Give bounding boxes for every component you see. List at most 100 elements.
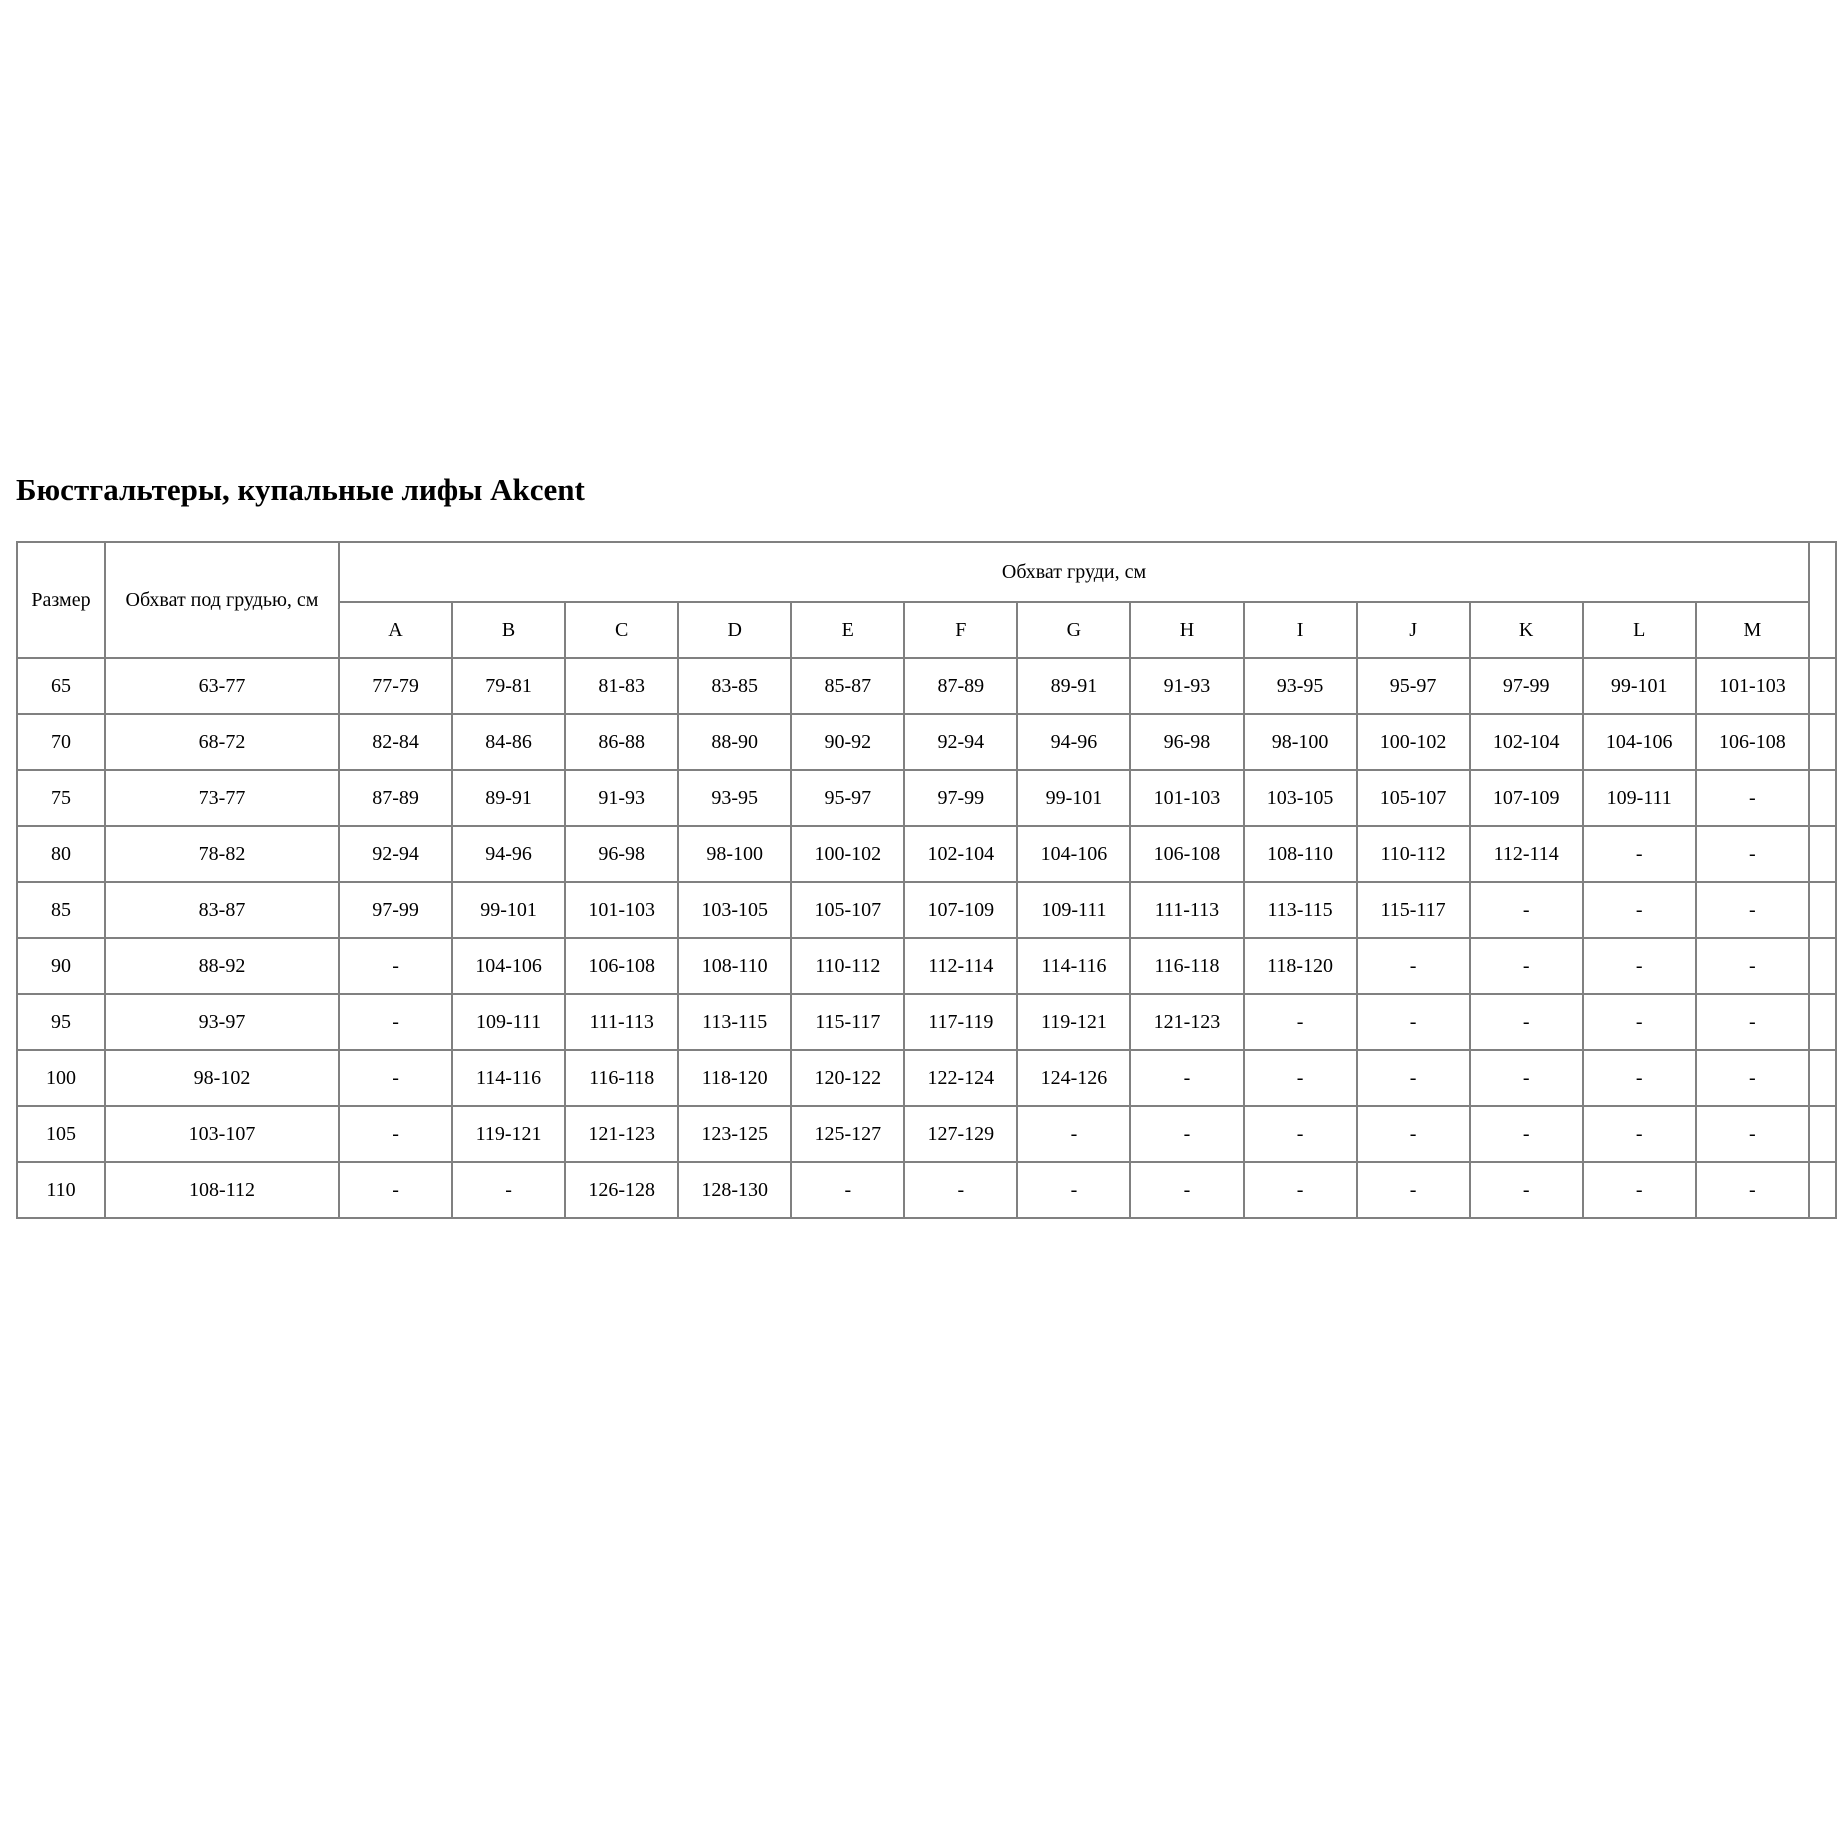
- cup-range-cell: 87-89: [903, 657, 1019, 715]
- underbust-column-header: Обхват под грудью, см: [104, 541, 340, 659]
- cup-range-cell: -: [337, 1105, 454, 1163]
- cup-range-cell: -: [1242, 993, 1358, 1051]
- cup-range-cell: 128-130: [677, 1161, 793, 1219]
- spacer-cell: [1808, 769, 1837, 827]
- cup-range-cell: -: [1355, 1049, 1471, 1107]
- cup-range-cell: -: [337, 937, 454, 995]
- cup-range-cell: 81-83: [564, 657, 680, 715]
- cup-range-cell: 100-102: [1355, 713, 1471, 771]
- cup-range-cell: 84-86: [451, 713, 567, 771]
- cup-range-cell: 102-104: [1468, 713, 1584, 771]
- cup-range-cell: 91-93: [1129, 657, 1245, 715]
- size-cell: 90: [16, 937, 106, 995]
- cup-range-cell: 121-123: [564, 1105, 680, 1163]
- cup-range-cell: 106-108: [564, 937, 680, 995]
- underbust-cell: 108-112: [104, 1161, 340, 1219]
- header-row-top: Размер Обхват под грудью, см Обхват груд…: [16, 541, 1837, 659]
- cup-range-cell: 83-85: [677, 657, 793, 715]
- underbust-cell: 73-77: [104, 769, 340, 827]
- cup-range-cell: -: [1694, 769, 1811, 827]
- spacer-cell: [1808, 825, 1837, 883]
- cup-range-cell: 87-89: [337, 769, 454, 827]
- size-cell: 95: [16, 993, 106, 1051]
- underbust-cell: 88-92: [104, 937, 340, 995]
- cup-range-cell: 107-109: [1468, 769, 1584, 827]
- cup-range-cell: 126-128: [564, 1161, 680, 1219]
- cup-range-cell: 119-121: [451, 1105, 567, 1163]
- cup-range-cell: -: [337, 1161, 454, 1219]
- cup-letter-header: K: [1468, 601, 1584, 659]
- spacer-cell: [1808, 657, 1837, 715]
- spacer-cell: [1808, 713, 1837, 771]
- table-row: 95 93-97-109-111 111-113 113-115 115-117 117-…: [16, 993, 1837, 1051]
- size-cell: 100: [16, 1049, 106, 1107]
- table-row: 110 108-112- -126-128 128-130- - - - - - - - -: [16, 1161, 1837, 1219]
- cup-range-cell: -: [1694, 1105, 1811, 1163]
- size-cell: 65: [16, 657, 106, 715]
- cup-range-cell: 116-118: [564, 1049, 680, 1107]
- cup-range-cell: -: [1355, 993, 1471, 1051]
- cup-letter-header: F: [903, 601, 1019, 659]
- cup-range-cell: 122-124: [903, 1049, 1019, 1107]
- cup-range-cell: 92-94: [903, 713, 1019, 771]
- cup-range-cell: -: [1016, 1161, 1132, 1219]
- cup-range-cell: 106-108: [1694, 713, 1811, 771]
- cup-range-cell: 82-84: [337, 713, 454, 771]
- cup-range-cell: 102-104: [903, 825, 1019, 883]
- cup-range-cell: 103-105: [1242, 769, 1358, 827]
- cup-range-cell: -: [1355, 1105, 1471, 1163]
- bust-group-header: Обхват груди, см: [338, 541, 1810, 603]
- table-row: 85 83-87 97-99 99-101 101-103 103-105 105-107 1…: [16, 881, 1837, 939]
- cup-range-cell: 109-111: [1016, 881, 1132, 939]
- underbust-cell: 98-102: [104, 1049, 340, 1107]
- cup-range-cell: -: [1129, 1049, 1245, 1107]
- underbust-cell: 83-87: [104, 881, 340, 939]
- cup-range-cell: -: [1129, 1161, 1245, 1219]
- cup-range-cell: 101-103: [1129, 769, 1245, 827]
- cup-range-cell: 108-110: [1242, 825, 1358, 883]
- spacer-cell: [1808, 1161, 1837, 1219]
- cup-range-cell: 93-95: [1242, 657, 1358, 715]
- spacer-cell: [1808, 1105, 1837, 1163]
- cup-range-cell: 104-106: [1581, 713, 1697, 771]
- underbust-cell: 63-77: [104, 657, 340, 715]
- cup-range-cell: 91-93: [564, 769, 680, 827]
- size-cell: 105: [16, 1105, 106, 1163]
- cup-range-cell: -: [903, 1161, 1019, 1219]
- cup-letter-header: I: [1242, 601, 1358, 659]
- cup-range-cell: 86-88: [564, 713, 680, 771]
- cup-range-cell: 77-79: [337, 657, 454, 715]
- cup-letter-header: D: [677, 601, 793, 659]
- cup-range-cell: 101-103: [564, 881, 680, 939]
- cup-range-cell: 117-119: [903, 993, 1019, 1051]
- cup-range-cell: -: [1581, 1105, 1697, 1163]
- cup-range-cell: 105-107: [790, 881, 906, 939]
- cup-letter-header: M: [1694, 601, 1811, 659]
- cup-range-cell: 111-113: [564, 993, 680, 1051]
- cup-letter-header: H: [1129, 601, 1245, 659]
- cup-range-cell: 110-112: [790, 937, 906, 995]
- spacer-cell: [1808, 881, 1837, 939]
- cup-range-cell: 89-91: [451, 769, 567, 827]
- underbust-cell: 68-72: [104, 713, 340, 771]
- cup-range-cell: 107-109: [903, 881, 1019, 939]
- cup-range-cell: 108-110: [677, 937, 793, 995]
- cup-range-cell: 88-90: [677, 713, 793, 771]
- cup-range-cell: -: [1468, 1161, 1584, 1219]
- cup-range-cell: -: [1694, 881, 1811, 939]
- cup-range-cell: -: [1468, 881, 1584, 939]
- table-row: 65 63-77 77-79 79-81 81-83 83-85 85-87 87-89 89-…: [16, 657, 1837, 715]
- table-row: 105 103-107-119-121 121-123 123-125 125-127 1…: [16, 1105, 1837, 1163]
- cup-range-cell: -: [1694, 1161, 1811, 1219]
- spacer-cell: [1808, 937, 1837, 995]
- cup-range-cell: 99-101: [1581, 657, 1697, 715]
- cup-range-cell: 96-98: [564, 825, 680, 883]
- cup-letter-header: E: [790, 601, 906, 659]
- cup-range-cell: 101-103: [1694, 657, 1811, 715]
- size-cell: 70: [16, 713, 106, 771]
- cup-range-cell: 94-96: [1016, 713, 1132, 771]
- cup-letter-header: G: [1016, 601, 1132, 659]
- cup-range-cell: 114-116: [1016, 937, 1132, 995]
